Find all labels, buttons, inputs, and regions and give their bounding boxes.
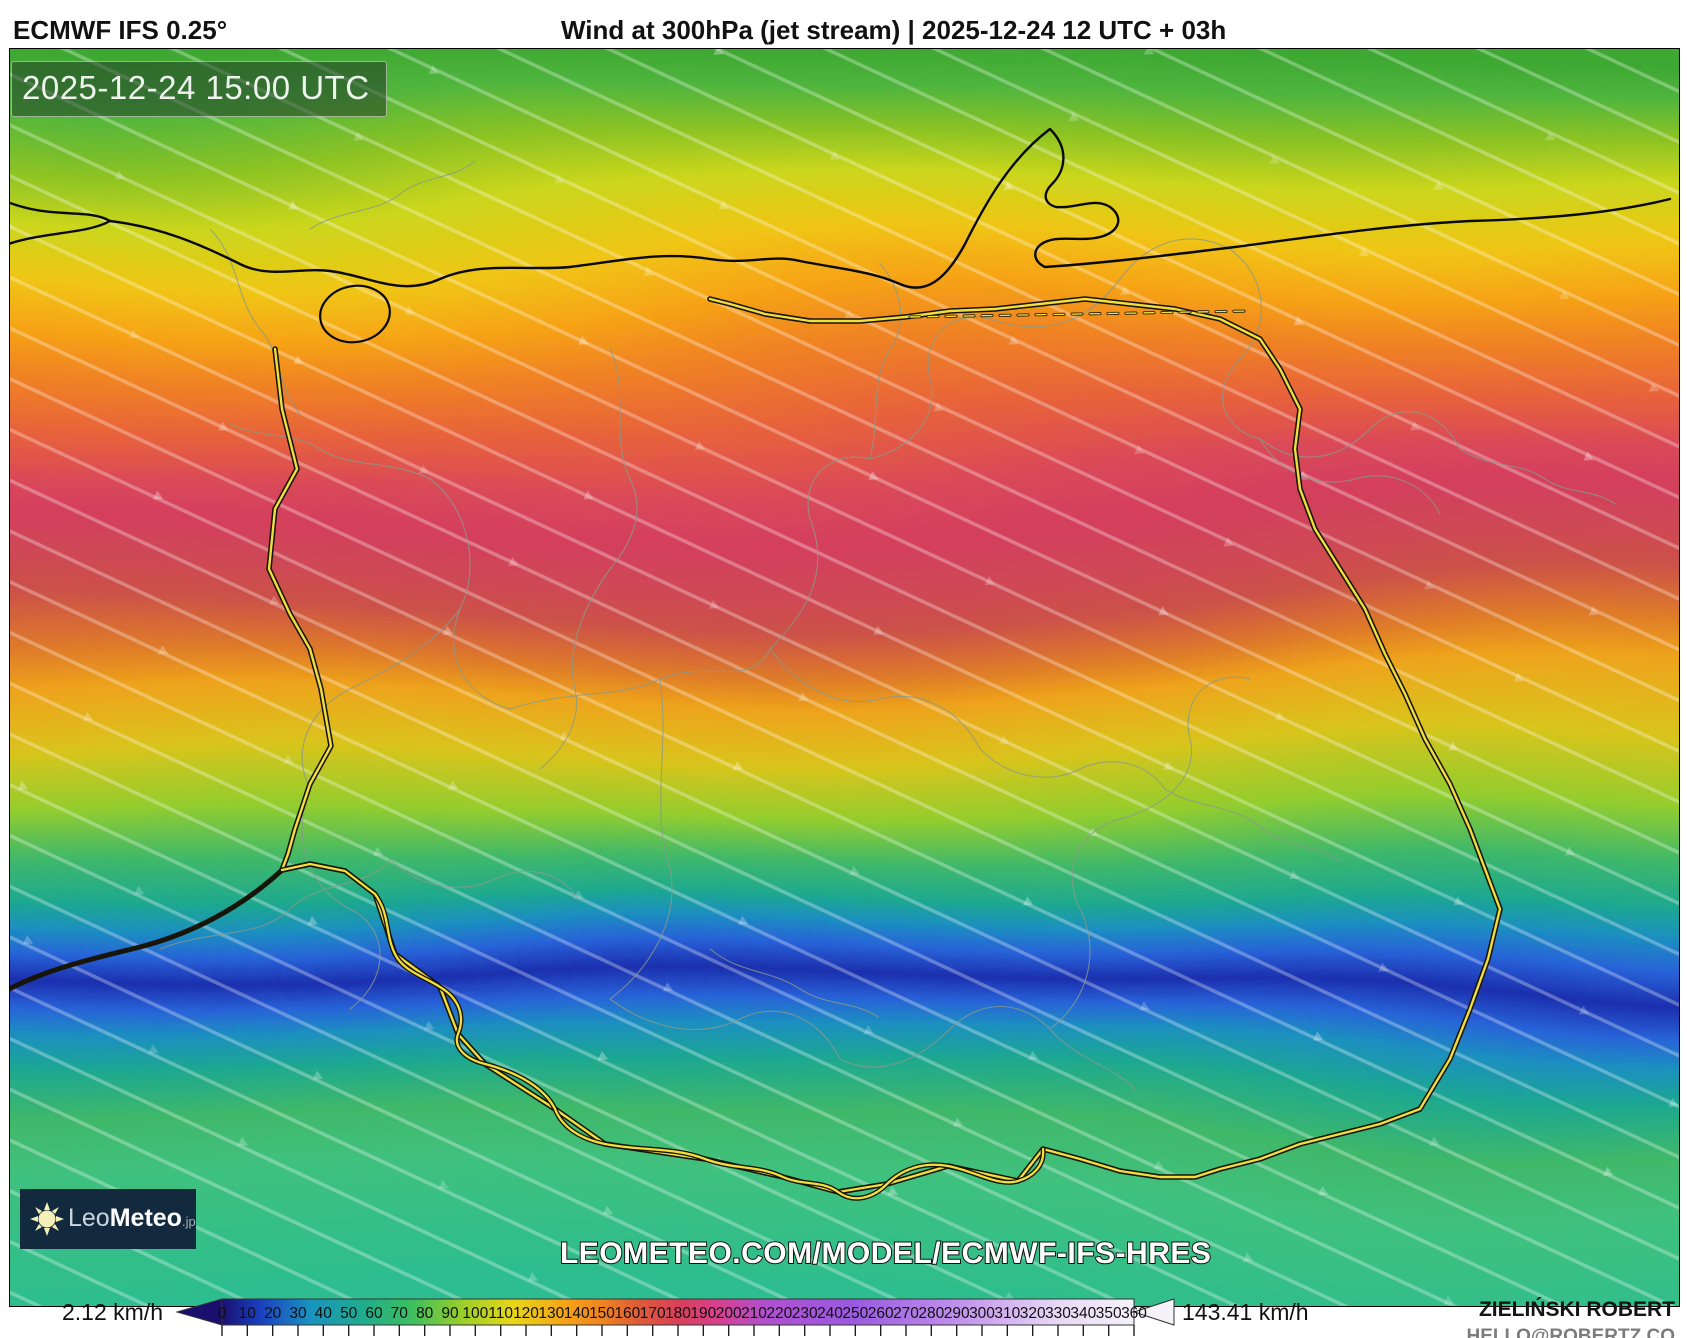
svg-text:210: 210 [741, 1305, 767, 1322]
svg-text:60: 60 [365, 1305, 383, 1322]
svg-text:10: 10 [239, 1305, 257, 1322]
svg-text:70: 70 [391, 1305, 409, 1322]
svg-text:340: 340 [1070, 1305, 1096, 1322]
svg-text:0: 0 [218, 1305, 227, 1322]
svg-text:140: 140 [564, 1305, 590, 1322]
svg-text:270: 270 [893, 1305, 919, 1322]
svg-text:110: 110 [488, 1305, 513, 1322]
svg-text:170: 170 [640, 1305, 666, 1322]
svg-text:330: 330 [1045, 1305, 1071, 1322]
svg-text:220: 220 [766, 1305, 792, 1322]
svg-text:120: 120 [513, 1305, 539, 1322]
svg-text:300: 300 [969, 1305, 995, 1322]
svg-text:240: 240 [817, 1305, 843, 1322]
svg-text:320: 320 [1020, 1305, 1046, 1322]
svg-text:180: 180 [665, 1305, 691, 1322]
svg-text:20: 20 [264, 1305, 282, 1322]
svg-text:80: 80 [416, 1305, 434, 1322]
svg-text:290: 290 [944, 1305, 970, 1322]
svg-text:30: 30 [289, 1305, 307, 1322]
svg-text:160: 160 [614, 1305, 640, 1322]
svg-text:50: 50 [340, 1305, 358, 1322]
svg-text:100: 100 [462, 1305, 488, 1322]
svg-text:190: 190 [690, 1305, 716, 1322]
svg-text:40: 40 [315, 1305, 333, 1322]
svg-text:310: 310 [994, 1305, 1020, 1322]
svg-text:360: 360 [1121, 1305, 1147, 1322]
svg-text:200: 200 [716, 1305, 742, 1322]
svg-text:90: 90 [441, 1305, 459, 1322]
svg-text:260: 260 [868, 1305, 894, 1322]
svg-text:130: 130 [538, 1305, 564, 1322]
svg-text:250: 250 [842, 1305, 868, 1322]
svg-text:150: 150 [589, 1305, 615, 1322]
svg-text:350: 350 [1096, 1305, 1122, 1322]
svg-text:280: 280 [918, 1305, 944, 1322]
svg-text:230: 230 [792, 1305, 818, 1322]
